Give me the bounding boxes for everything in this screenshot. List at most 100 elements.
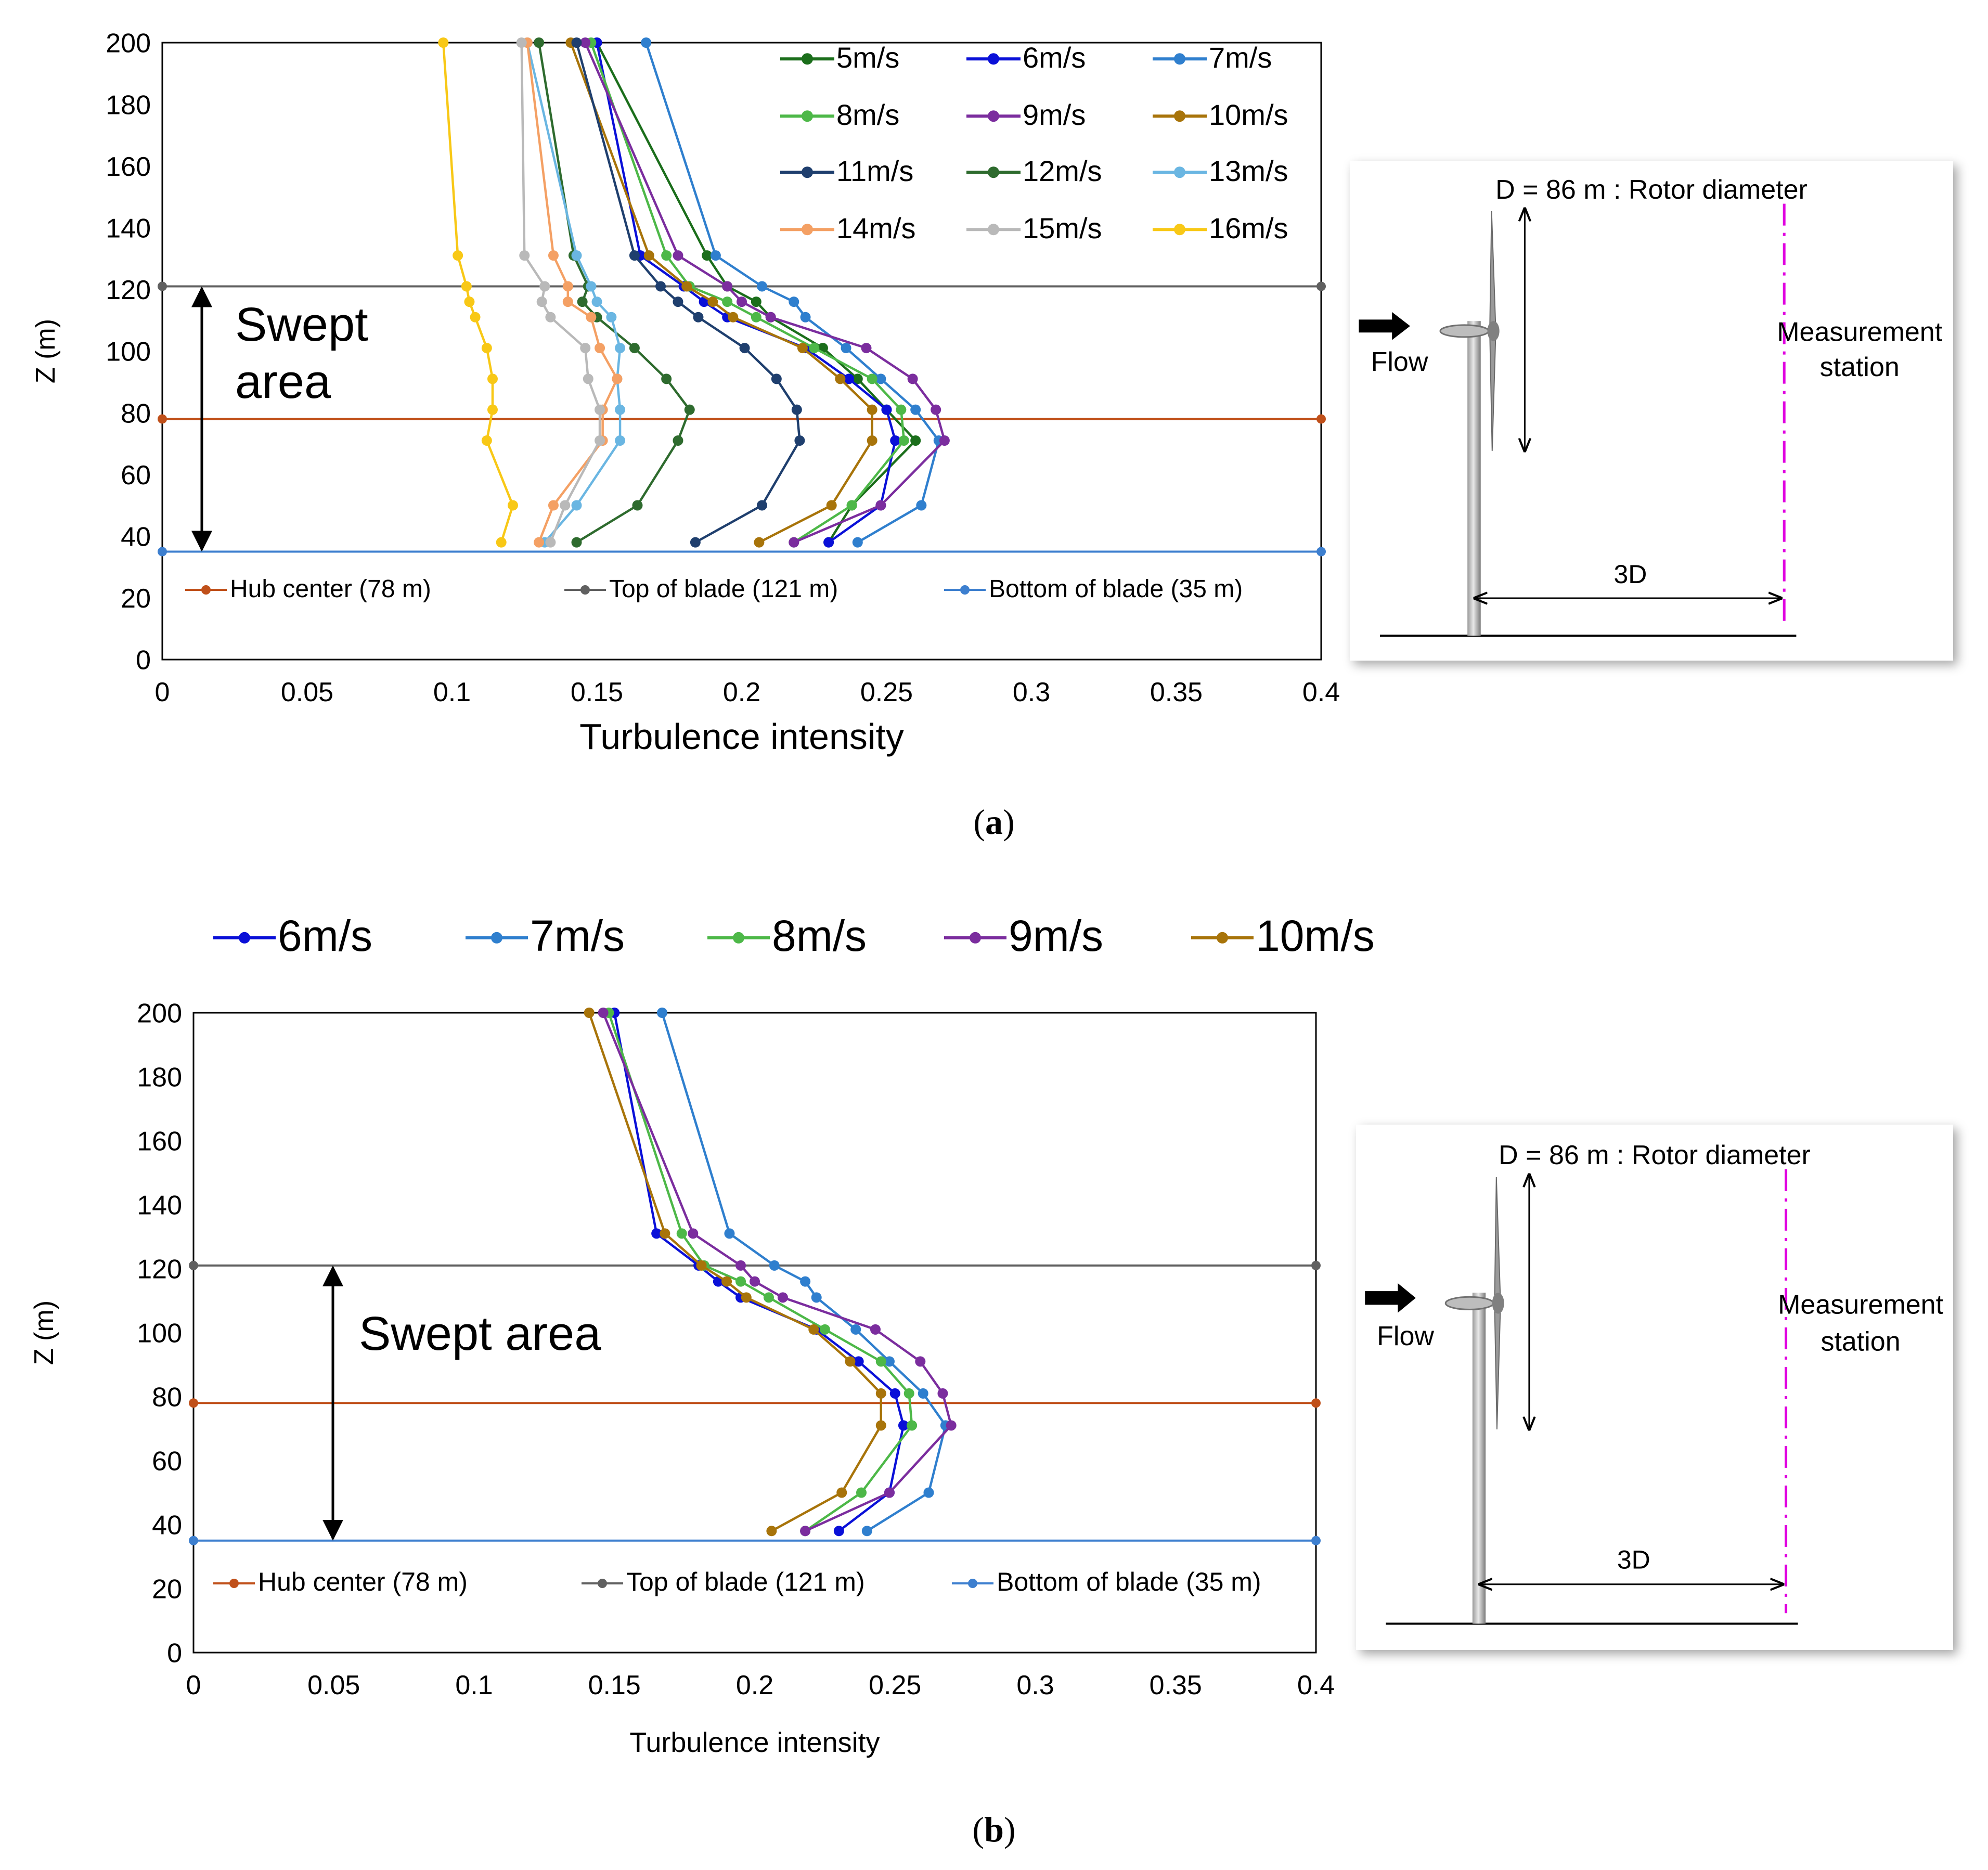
data-point [519, 250, 530, 261]
data-point [907, 373, 918, 384]
diagram-box [1356, 1125, 1953, 1650]
data-point [661, 250, 672, 261]
data-point [643, 250, 654, 261]
x-tick-label: 0.4 [1302, 677, 1340, 707]
data-point [903, 1388, 914, 1399]
series-lines [438, 37, 950, 548]
reference-swatch-marker [968, 1579, 977, 1588]
data-point [656, 1008, 667, 1018]
legend-item: 6m/s [213, 911, 372, 960]
data-point [545, 537, 556, 548]
y-axis-label: Z (m) [29, 1300, 59, 1365]
y-tick-label: 160 [106, 152, 151, 182]
data-point [739, 343, 750, 354]
x-tick-label: 0.2 [723, 677, 760, 707]
panel-letter: a [985, 802, 1003, 842]
data-point [461, 281, 472, 292]
turbine-hub [1487, 321, 1500, 341]
data-point [660, 1228, 670, 1239]
legend-label: 7m/s [530, 911, 625, 960]
reference-legend-label: Hub center (78 m) [258, 1567, 468, 1596]
x-tick-label: 0.4 [1297, 1670, 1335, 1700]
station-label: station [1821, 1326, 1900, 1357]
data-point [875, 500, 886, 511]
data-point [797, 343, 808, 354]
legend-marker [1174, 53, 1185, 65]
data-point [750, 1276, 760, 1287]
y-tick-label: 200 [106, 29, 151, 59]
data-point [853, 1356, 864, 1367]
data-point [548, 250, 559, 261]
data-point [676, 1228, 687, 1239]
reference-marker [1311, 1260, 1321, 1270]
data-point [707, 296, 718, 307]
y-tick-label: 60 [152, 1447, 182, 1477]
data-point [548, 500, 559, 511]
flow-label: Flow [1371, 347, 1428, 377]
data-point [898, 435, 909, 446]
legend-marker [802, 53, 813, 65]
data-point [741, 1292, 752, 1303]
data-point [751, 312, 761, 323]
data-point [651, 1228, 662, 1239]
panel-a: 0 20 40 60 80 100 120 140 160 180 200 0 0.05 0.1 0.15… [31, 29, 1953, 842]
data-point [836, 1487, 847, 1498]
legend-item: 9m/s [944, 911, 1103, 960]
data-point [571, 500, 582, 511]
legend-label: 6m/s [1023, 41, 1086, 74]
legend-item: 16m/s [1153, 212, 1288, 244]
reference-legend-label: Bottom of blade (35 m) [997, 1567, 1261, 1596]
y-tick-label: 20 [121, 584, 151, 614]
data-point [789, 537, 799, 548]
legend-item: 14m/s [780, 212, 916, 244]
data-point [737, 296, 747, 307]
y-tick-label: 180 [106, 90, 151, 120]
data-point [722, 281, 733, 292]
data-point [846, 500, 857, 511]
data-point [595, 435, 605, 446]
plot-area-a: 0 20 40 60 80 100 120 140 160 180 200 0 0.05 0.1 0.15… [31, 29, 1340, 757]
reference-legend-item: Bottom of blade (35 m) [952, 1567, 1261, 1596]
rotor-diameter-title: D = 86 m : Rotor diameter [1499, 1140, 1811, 1170]
turbine-tower [1467, 321, 1481, 636]
data-point [889, 1388, 900, 1399]
data-point [939, 435, 950, 446]
data-point [612, 373, 623, 384]
reference-marker [158, 281, 167, 291]
data-point [918, 1388, 928, 1399]
data-point [586, 281, 597, 292]
data-point [584, 1008, 595, 1018]
data-point [763, 1292, 774, 1303]
legend-label: 8m/s [836, 98, 899, 131]
legend-item: 6m/s [966, 41, 1086, 74]
measurement-label: Measurement [1777, 317, 1942, 347]
data-point [754, 537, 765, 548]
data-point [735, 1260, 746, 1271]
data-point [884, 1356, 895, 1367]
y-tick-label: 140 [137, 1191, 182, 1221]
data-point [867, 435, 877, 446]
data-point [907, 1420, 918, 1431]
data-point [507, 500, 518, 511]
x-tick-label: 0.25 [869, 1670, 921, 1700]
legend-marker [988, 166, 999, 178]
data-point [852, 537, 863, 548]
data-point [751, 296, 761, 307]
legend-marker [1174, 224, 1185, 236]
legend: 6m/s 7m/s 8m/s 9m/s 10m/s [213, 911, 1375, 960]
swept-area-label: area [235, 355, 331, 408]
turbine-tower [1472, 1293, 1486, 1624]
reference-legend: Hub center (78 m) Top of blade (121 m) Bot… [213, 1567, 1261, 1596]
x-tick-labels: 0 0.05 0.1 0.15 0.2 0.25 0.3 0.35 0.4 [155, 677, 1340, 707]
legend-label: 11m/s [836, 154, 913, 187]
legend-label: 6m/s [278, 911, 372, 960]
y-axis-label: Z (m) [31, 319, 61, 383]
panel-label-a: (a) [973, 802, 1014, 842]
data-point [688, 1228, 699, 1239]
reference-swatch-marker [960, 585, 970, 595]
data-point [835, 373, 846, 384]
legend-marker [239, 932, 250, 944]
data-point [595, 404, 605, 415]
legend-item: 8m/s [707, 911, 867, 960]
x-tick-label: 0.35 [1150, 677, 1203, 707]
